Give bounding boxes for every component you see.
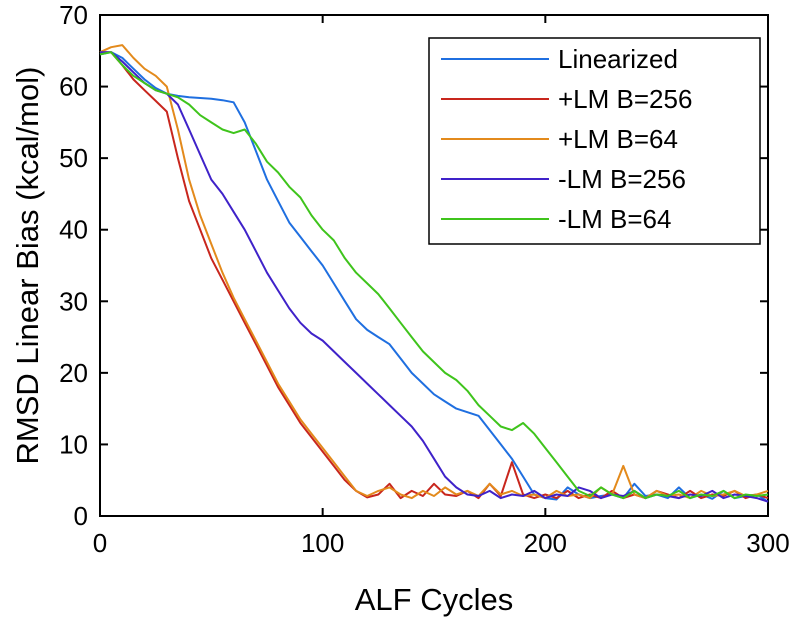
legend-label: -LM B=64 [558, 204, 671, 234]
y-tick-label: 30 [59, 286, 88, 316]
y-tick-label: 50 [59, 143, 88, 173]
series-layer [99, 44, 769, 503]
x-tick-label: 0 [93, 528, 107, 558]
y-tick-label: 70 [59, 0, 88, 30]
legend: Linearized +LM B=256 +LM B=64 -LM B=256 -LM … [428, 37, 761, 245]
legend-label: +LM B=256 [558, 84, 692, 114]
x-tick-label: 200 [524, 528, 567, 558]
legend-label: Linearized [558, 44, 678, 74]
y-tick-label: 10 [59, 429, 88, 459]
legend-label: -LM B=256 [558, 164, 686, 194]
series-line-3 [99, 44, 769, 500]
x-tick-label: 300 [746, 528, 789, 558]
y-tick-label: 0 [74, 501, 88, 531]
plot-area [99, 14, 769, 517]
legend-label: +LM B=64 [558, 124, 678, 154]
y-tick-label: 20 [59, 358, 88, 388]
series-line-5 [99, 51, 769, 500]
y-tick-label: 60 [59, 72, 88, 102]
axes-layer: 0 100 200 300 0 10 20 30 40 50 60 70 [59, 0, 790, 558]
y-tick-label: 40 [59, 215, 88, 245]
legend-box [428, 37, 761, 245]
plot-frame [99, 14, 769, 517]
y-axis-label: RMSD Linear Bias (kcal/mol) [10, 67, 45, 465]
x-tick-label: 100 [301, 528, 344, 558]
x-axis-label: ALF Cycles [355, 582, 513, 617]
